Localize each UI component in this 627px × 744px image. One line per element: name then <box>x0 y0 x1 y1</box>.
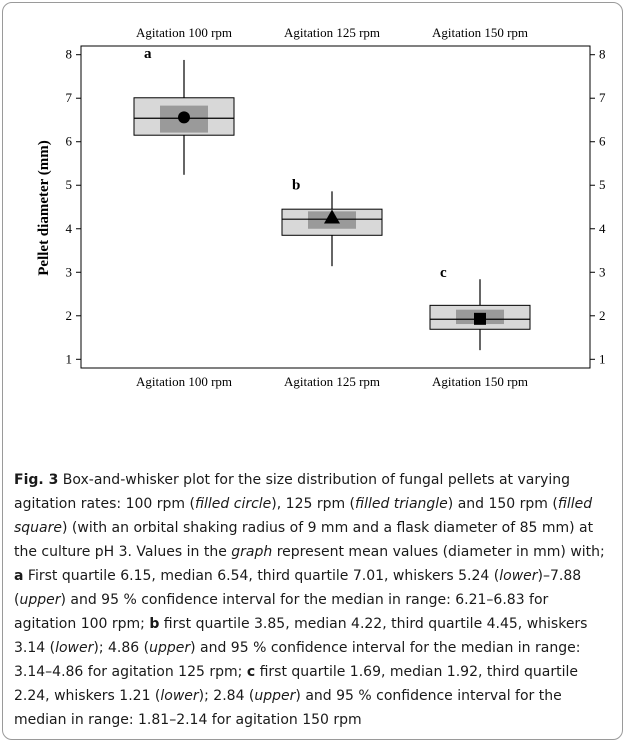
caption-text: ) (with an orbital shaking radius of 9 m… <box>14 520 594 560</box>
caption-text: ) and 95 % confidence interval for the m… <box>14 688 562 728</box>
caption-text: ); 2.84 ( <box>198 688 255 704</box>
caption-text: ), 125 rpm ( <box>271 496 356 512</box>
y-tick-label-right: 2 <box>599 308 606 323</box>
caption-italic: lower <box>499 568 538 584</box>
caption-text: ) and 95 % confidence interval for the m… <box>14 592 549 632</box>
y-tick-label-left: 3 <box>66 264 73 279</box>
y-tick-label-left: 1 <box>66 351 73 366</box>
y-tick-label-right: 3 <box>599 264 606 279</box>
y-tick-label-right: 6 <box>599 134 606 149</box>
mean-marker-square <box>474 312 486 325</box>
y-tick-label-left: 4 <box>66 221 73 236</box>
y-tick-label-left: 5 <box>66 177 73 192</box>
top-category-label: Agitation 100 rpm <box>136 25 232 40</box>
group-letter: c <box>440 265 447 281</box>
caption-label-b: b <box>149 616 160 632</box>
y-tick-label-right: 5 <box>599 177 606 192</box>
caption-text: ) and 150 rpm ( <box>447 496 558 512</box>
caption-text: ); 4.86 ( <box>93 640 150 656</box>
x-category-label: Agitation 100 rpm <box>136 374 232 389</box>
x-category-label: Agitation 125 rpm <box>284 374 380 389</box>
y-tick-label-left: 2 <box>66 308 73 323</box>
group-letter: a <box>144 46 152 62</box>
y-tick-label-right: 4 <box>599 221 606 236</box>
caption-text: first quartile 3.85, median 4.22, third … <box>14 616 588 656</box>
caption-text: represent mean values (diameter in mm) w… <box>272 544 605 560</box>
plot-area <box>80 45 591 369</box>
figure-number: Fig. 3 <box>14 472 59 488</box>
mean-marker-circle <box>178 111 190 124</box>
y-tick-label-left: 8 <box>66 47 73 62</box>
caption-italic: lower <box>160 688 199 704</box>
caption-italic: filled circle <box>194 496 272 512</box>
y-tick-label-left: 6 <box>66 134 73 149</box>
y-tick-label-right: 7 <box>599 90 606 105</box>
caption-italic: upper <box>19 592 61 608</box>
top-category-label: Agitation 125 rpm <box>284 25 380 40</box>
caption-text: First quartile 6.15, median 6.54, third … <box>23 568 500 584</box>
box-plot: 1 2 3 4 5 6 7 8 1 2 3 4 5 6 7 8 a b c Pellet diameter (m… <box>36 25 606 389</box>
caption-italic: lower <box>55 640 94 656</box>
figure-caption: Fig. 3 Box-and-whisker plot for the size… <box>14 468 612 732</box>
caption-text: ) and 95 % confidence interval for the m… <box>14 640 581 680</box>
caption-italic: upper <box>149 640 191 656</box>
caption-italic: graph <box>231 544 273 560</box>
group-letter: b <box>292 177 300 193</box>
top-category-label: Agitation 150 rpm <box>432 25 528 40</box>
y-tick-label-right: 1 <box>599 351 606 366</box>
caption-italic: filled triangle <box>355 496 448 512</box>
y-tick-label-left: 7 <box>66 90 73 105</box>
caption-italic: upper <box>254 688 296 704</box>
caption-italic: filled square <box>14 496 593 536</box>
caption-label-c: c <box>246 664 256 680</box>
caption-text: first quartile 1.69, median 1.92, third … <box>14 664 578 704</box>
y-axis-label: Pellet diameter (mm) <box>36 140 52 276</box>
caption-text: )–7.88 ( <box>14 568 582 608</box>
caption-label-a: a <box>14 568 24 584</box>
y-tick-label-right: 8 <box>599 47 606 62</box>
x-category-label: Agitation 150 rpm <box>432 374 528 389</box>
caption-text: Box-and-whisker plot for the size distri… <box>14 472 571 512</box>
mean-marker-triangle <box>324 209 340 224</box>
